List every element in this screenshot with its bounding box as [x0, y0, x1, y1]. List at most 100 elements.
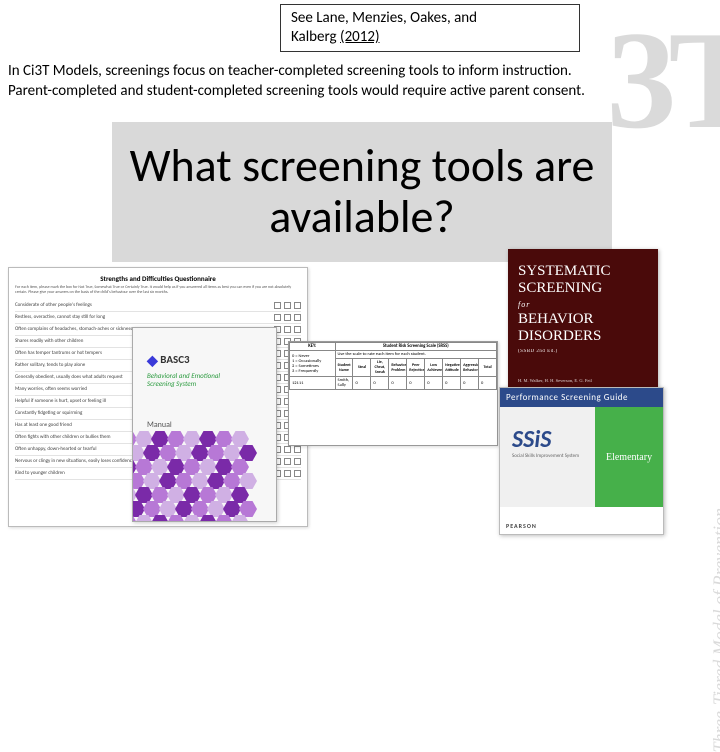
- sdq-checkbox: [274, 314, 281, 321]
- ssis-right-panel: Elementary: [595, 407, 663, 507]
- hexagon-icon: [223, 501, 241, 517]
- sdq-checkbox: [274, 302, 281, 309]
- sdq-checkbox: [294, 446, 301, 453]
- sdq-checkbox: [294, 314, 301, 321]
- hexagon-icon: [135, 431, 153, 447]
- hexagon-icon: [183, 459, 201, 475]
- hexagon-icon: [143, 501, 161, 517]
- srss-col-header: Low Achievement: [425, 359, 443, 377]
- srss-cell: 0: [461, 377, 479, 390]
- srss-col-header: Student Name: [335, 359, 353, 377]
- hexagon-icon: [215, 459, 233, 475]
- sdq-row: Considerate of other people's feelings: [15, 300, 301, 312]
- hexagon-icon: [135, 459, 153, 475]
- hexagon-icon: [175, 445, 193, 461]
- sdq-checkbox: [284, 326, 291, 333]
- sdq-checkbox-group: [274, 458, 301, 465]
- ssis-left-panel: SSiS Social Skills Improvement System: [500, 407, 595, 507]
- sdq-checkbox: [284, 446, 291, 453]
- hexagon-icon: [183, 431, 201, 447]
- hexagon-icon: [159, 501, 177, 517]
- basc3-cover: ◆ BASC3 Behavioral and Emotional Screeni…: [132, 327, 277, 522]
- srss-cell: 0: [425, 377, 443, 390]
- sdq-checkbox-group: [274, 326, 301, 333]
- srss-col-header: Negative Attitude: [443, 359, 461, 377]
- sdq-checkbox: [294, 302, 301, 309]
- sdq-checkbox-group: [274, 314, 301, 321]
- basc3-manual-label: Manual: [147, 420, 172, 430]
- hexagon-icon: [183, 487, 201, 503]
- hexagon-icon: [151, 431, 169, 447]
- hexagon-icon: [231, 459, 249, 475]
- srss-cell: 0: [407, 377, 425, 390]
- ssbd-subtitle: (SSBD 2nd Ed.): [518, 349, 648, 354]
- hexagon-icon: [215, 487, 233, 503]
- ssis-bar: Performance Screening Guide: [500, 388, 663, 407]
- srss-table: KEY: Student Risk Screening Scale (SRSS)…: [289, 342, 497, 390]
- ssis-logo: SSiS Social Skills Improvement System: [512, 425, 579, 460]
- hexagon-icon: [191, 445, 209, 461]
- srss-key-cell: 0 = Never1 = Occasionally2 = Sometimes3 …: [290, 351, 336, 377]
- sdq-instructions: For each item, please mark the box for N…: [15, 286, 301, 296]
- watermark-vertical: Three-Tiered Model of Prevention: [709, 508, 720, 752]
- hexagon-icon: [191, 473, 209, 489]
- watermark-3t: 3T: [607, 18, 720, 144]
- hexagon-icon: [239, 445, 257, 461]
- hexagon-icon: [199, 487, 217, 503]
- srss-title: Student Risk Screening Scale (SRSS): [335, 343, 496, 351]
- hexagon-icon: [159, 473, 177, 489]
- srss-note: Use the scale to rate each item for each…: [335, 351, 496, 359]
- ssbd-book-cover: SYSTEMATIC SCREENING for BEHAVIOR DISORD…: [508, 249, 658, 389]
- sdq-title: Strengths and Difficulties Questionnaire: [15, 274, 301, 283]
- srss-cell: 0: [353, 377, 371, 390]
- hexagon-icon: [207, 445, 225, 461]
- srss-col-header: Behavior Problem: [389, 359, 407, 377]
- hexagon-icon: [175, 501, 193, 517]
- sdq-checkbox: [294, 458, 301, 465]
- sdq-checkbox-group: [274, 446, 301, 453]
- ssis-logo-sub: Social Skills Improvement System: [512, 454, 579, 460]
- srss-cell: 0: [389, 377, 407, 390]
- srss-cell: 12111: [290, 377, 336, 390]
- basc3-logo: ◆ BASC3: [147, 352, 190, 369]
- srss-col-header: Aggressive Behavior: [461, 359, 479, 377]
- sdq-checkbox: [294, 326, 301, 333]
- hexagon-icon: [231, 431, 249, 447]
- hexagon-icon: [175, 473, 193, 489]
- sdq-checkbox: [284, 314, 291, 321]
- hexagon-icon: [207, 501, 225, 517]
- srss-key-header: KEY:: [290, 343, 336, 351]
- hexagon-icon: [199, 431, 217, 447]
- sdq-checkbox: [284, 302, 291, 309]
- basc3-hex-pattern: [132, 431, 277, 522]
- hexagon-icon: [159, 445, 177, 461]
- srss-data-row: 12111Smith, Sally00000000: [290, 377, 497, 390]
- srss-col-header: Total: [479, 359, 497, 377]
- hexagon-icon: [239, 501, 257, 517]
- sdq-checkbox: [294, 470, 301, 477]
- srss-col-header: Lie, Cheat, Sneak: [371, 359, 389, 377]
- basc3-logo-text: BASC3: [160, 353, 189, 366]
- citation-line1: See Lane, Menzies, Oakes, and: [291, 9, 477, 27]
- hexagon-icon: [215, 431, 233, 447]
- ssis-publisher: PEARSON: [506, 522, 537, 530]
- srss-table-card: KEY: Student Risk Screening Scale (SRSS)…: [288, 341, 498, 446]
- sdq-item-label: Considerate of other people's feelings: [15, 302, 274, 308]
- hexagon-icon: [239, 473, 257, 489]
- collage: Strengths and Difficulties Questionnaire…: [0, 255, 720, 540]
- srss-col-header: Steal: [353, 359, 371, 377]
- sdq-checkbox-group: [274, 470, 301, 477]
- srss-cell: 0: [479, 377, 497, 390]
- hexagon-icon: [143, 445, 161, 461]
- hexagon-icon: [143, 473, 161, 489]
- basc3-bullet-icon: ◆: [147, 352, 158, 369]
- hexagon-icon: [167, 459, 185, 475]
- citation-line2-prefix: Kalberg: [291, 28, 337, 46]
- ssbd-title: SYSTEMATIC SCREENING for BEHAVIOR DISORD…: [518, 263, 648, 345]
- ssis-body: SSiS Social Skills Improvement System El…: [500, 407, 663, 507]
- ssbd-authors: H. M. Walker, H. H. Severson, E. G. Feil: [518, 378, 592, 383]
- hexagon-icon: [207, 473, 225, 489]
- hexagon-icon: [223, 473, 241, 489]
- hexagon-icon: [223, 445, 241, 461]
- headline-text: What screening tools are available?: [124, 141, 600, 242]
